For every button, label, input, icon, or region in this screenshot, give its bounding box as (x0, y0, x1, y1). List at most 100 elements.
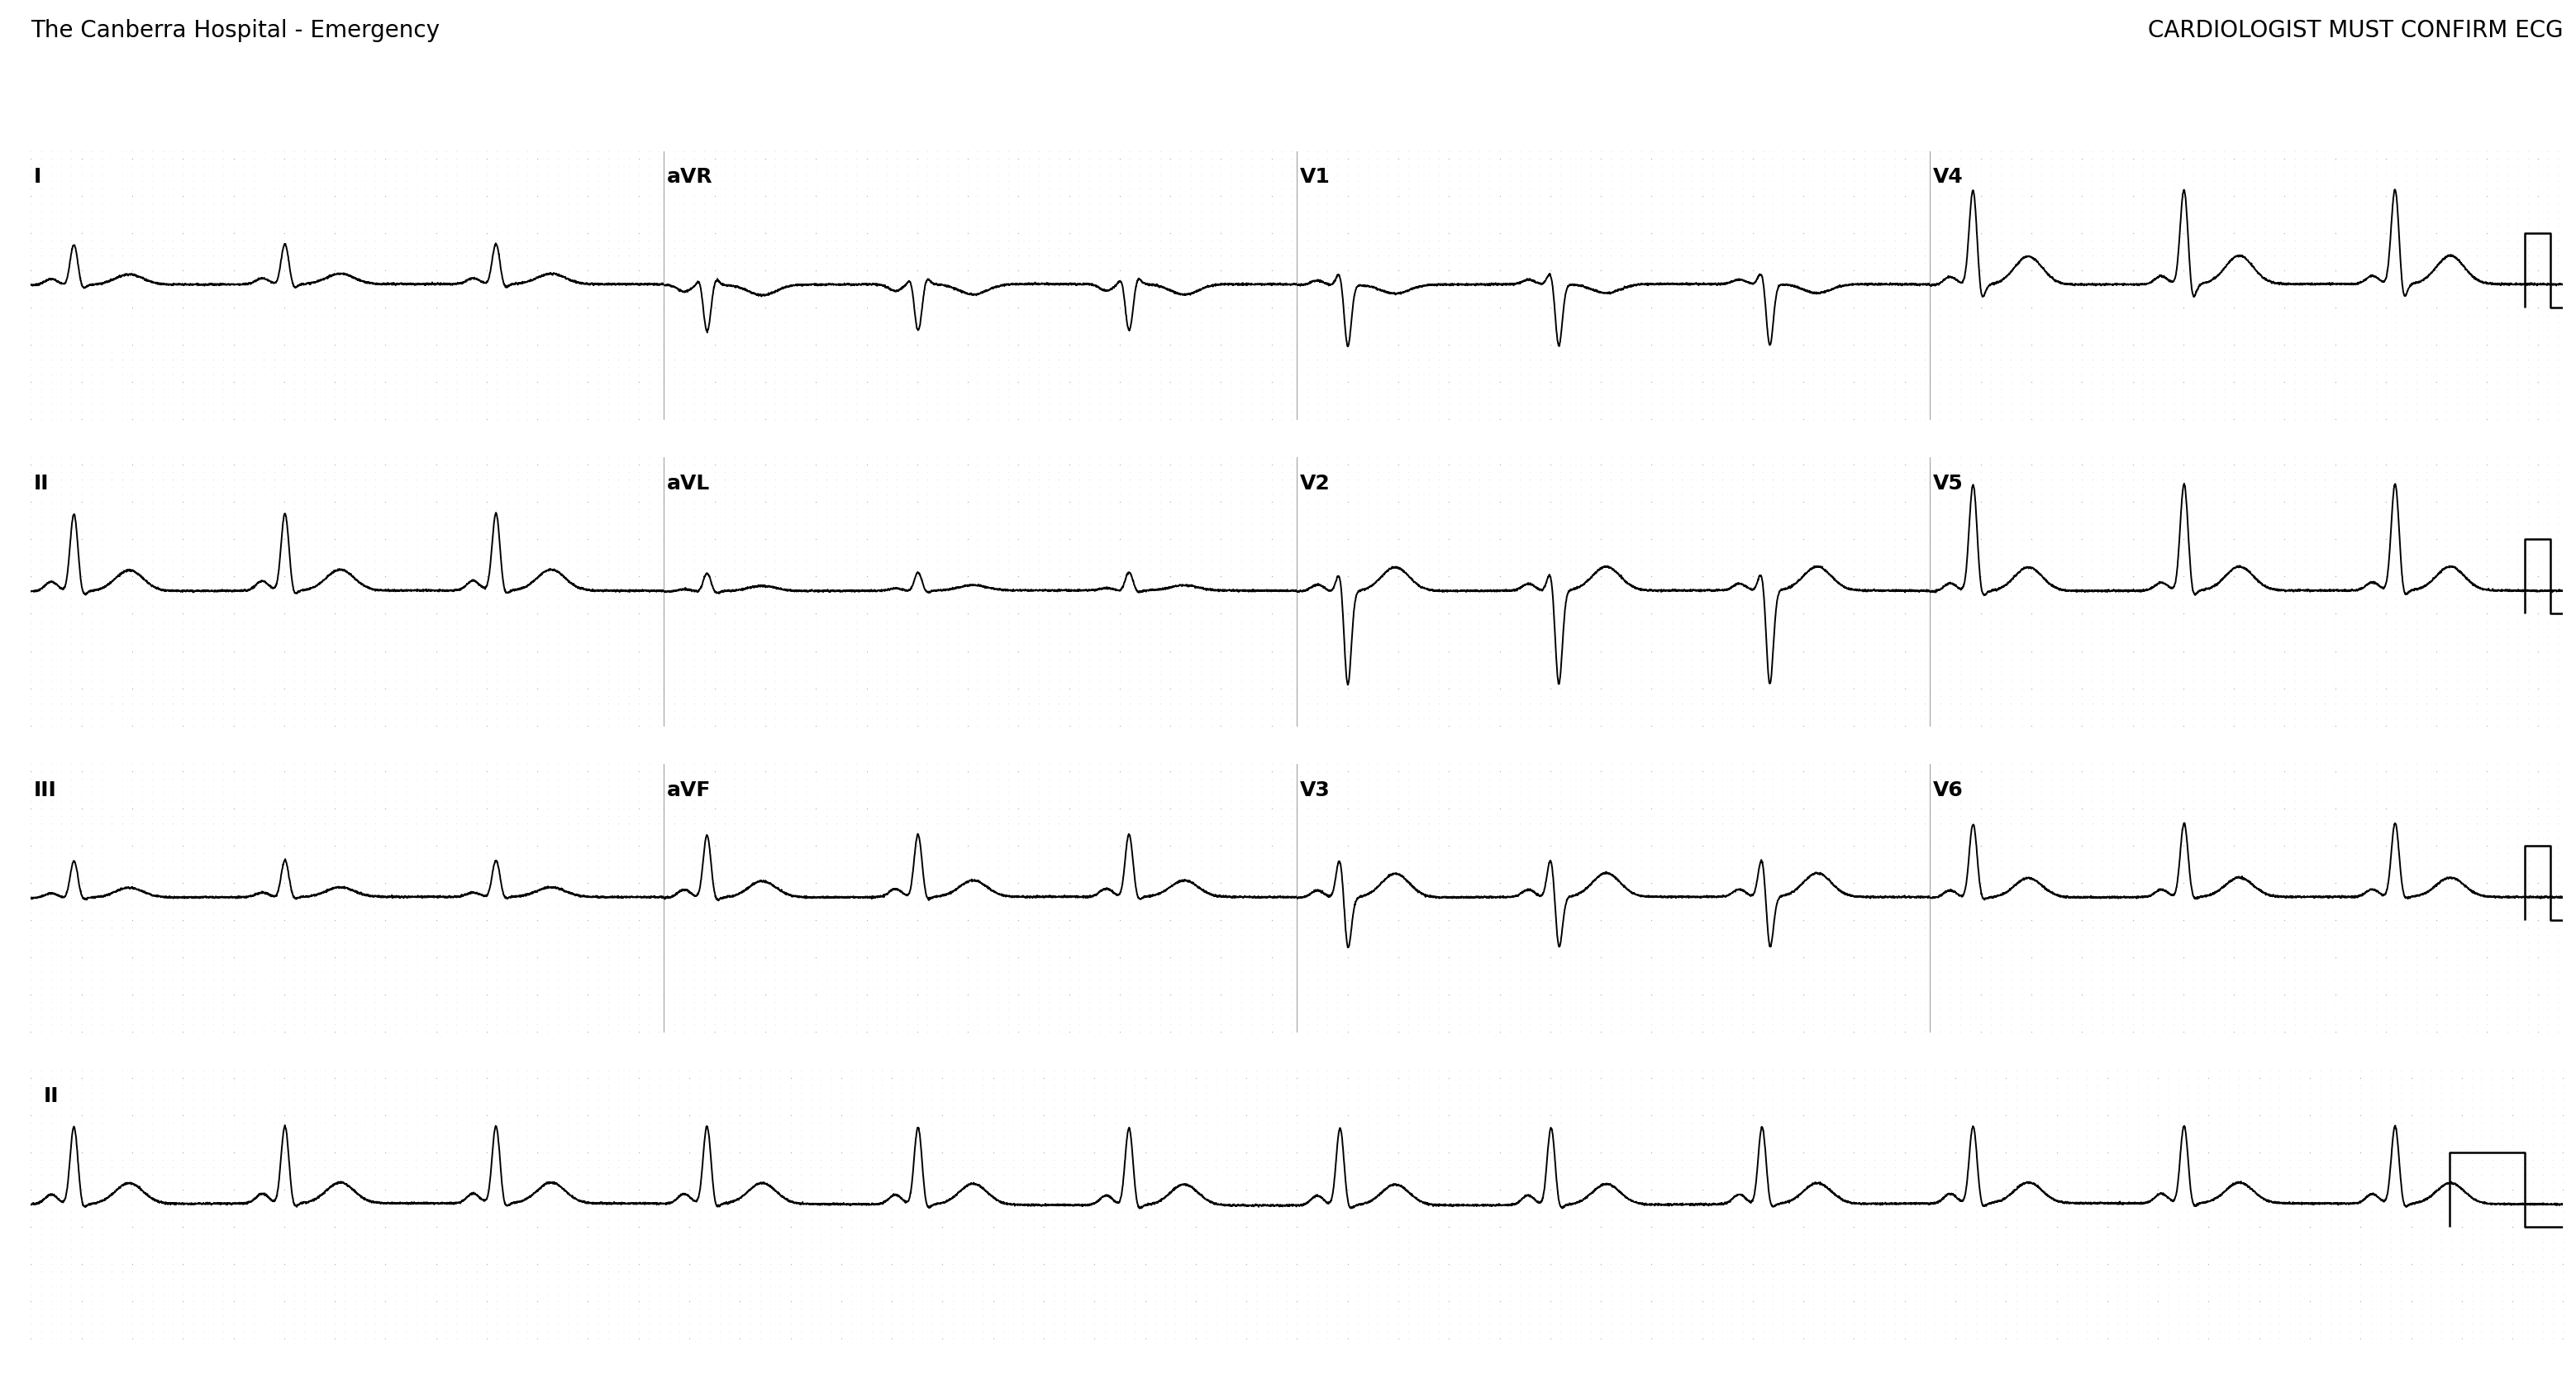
Point (1865, 1194, 1906, 1216)
Point (1883, 349, 1924, 371)
Point (1752, 901, 1793, 923)
Point (1600, 170, 1641, 192)
Point (477, 879, 518, 901)
Point (2092, 842, 2133, 864)
Point (234, 1186, 276, 1208)
Point (2496, 341, 2537, 363)
Point (2192, 798, 2233, 820)
Point (477, 603, 518, 625)
Point (142, 677, 183, 699)
Point (1195, 1312, 1236, 1334)
Point (2517, 199, 2558, 221)
Point (2316, 790, 2357, 812)
Point (1221, 477, 1262, 499)
Point (2396, 888, 2437, 910)
Point (2306, 820, 2347, 842)
Point (1893, 289, 1935, 311)
Point (2066, 1096, 2107, 1118)
Point (881, 1186, 922, 1208)
Point (41, 938, 82, 960)
Point (845, 595, 886, 617)
Point (693, 753, 734, 775)
Point (1231, 393, 1273, 415)
Point (1814, 1171, 1855, 1193)
Point (1600, 1312, 1641, 1334)
Point (1221, 462, 1262, 484)
Point (2468, 857, 2509, 879)
Point (1273, 714, 1314, 736)
Point (1620, 521, 1662, 543)
Point (1190, 684, 1231, 706)
Point (1844, 857, 1886, 879)
Point (142, 925, 183, 947)
Point (1772, 341, 1814, 363)
Point (567, 1327, 608, 1349)
Point (2437, 984, 2478, 1006)
Point (567, 1253, 608, 1275)
Point (2496, 775, 2537, 797)
Point (2512, 1312, 2553, 1334)
Point (487, 999, 528, 1021)
Point (845, 356, 886, 378)
Point (234, 857, 276, 879)
Point (1893, 177, 1935, 199)
Point (1855, 408, 1896, 430)
Point (2447, 662, 2488, 684)
Point (1731, 640, 1772, 662)
Point (866, 753, 907, 775)
Point (52, 999, 93, 1021)
Point (1855, 684, 1896, 706)
Point (1600, 932, 1641, 954)
Point (2192, 543, 2233, 565)
Point (724, 349, 765, 371)
Point (1327, 947, 1368, 969)
Point (100, 827, 142, 849)
Point (10, 364, 52, 386)
Point (938, 491, 979, 513)
Point (577, 1171, 618, 1193)
Point (1347, 827, 1388, 849)
Point (2050, 910, 2092, 932)
Point (2537, 521, 2576, 543)
Point (876, 192, 917, 214)
Point (2437, 499, 2478, 521)
Point (1803, 932, 1844, 954)
Point (1631, 1179, 1672, 1201)
Point (2233, 984, 2275, 1006)
Point (1388, 827, 1430, 849)
Point (2012, 297, 2053, 319)
Point (2481, 1081, 2522, 1103)
Point (404, 640, 446, 662)
Point (2045, 1186, 2087, 1208)
Point (2169, 1118, 2210, 1140)
Point (1571, 1142, 1613, 1164)
Point (1316, 938, 1358, 960)
Point (775, 588, 817, 610)
Point (1540, 1066, 1582, 1088)
Point (415, 1253, 456, 1275)
Point (2375, 155, 2416, 177)
Point (1388, 925, 1430, 947)
Point (2239, 1253, 2280, 1275)
Point (608, 334, 649, 356)
Point (1883, 341, 1924, 363)
Point (845, 469, 886, 491)
Point (670, 1179, 711, 1201)
Point (1610, 1327, 1651, 1349)
Point (2522, 1231, 2563, 1253)
Point (1600, 768, 1641, 790)
Point (214, 1179, 255, 1201)
Point (1752, 857, 1793, 879)
Point (2306, 849, 2347, 871)
Point (1242, 304, 1283, 326)
Point (1090, 916, 1131, 938)
Point (765, 477, 806, 499)
Point (1154, 1112, 1195, 1134)
Point (1007, 297, 1048, 319)
Point (1991, 625, 2032, 647)
Point (1399, 319, 1440, 341)
Point (1950, 805, 1991, 827)
Point (1347, 857, 1388, 879)
Point (1620, 140, 1662, 162)
Point (2102, 267, 2143, 289)
